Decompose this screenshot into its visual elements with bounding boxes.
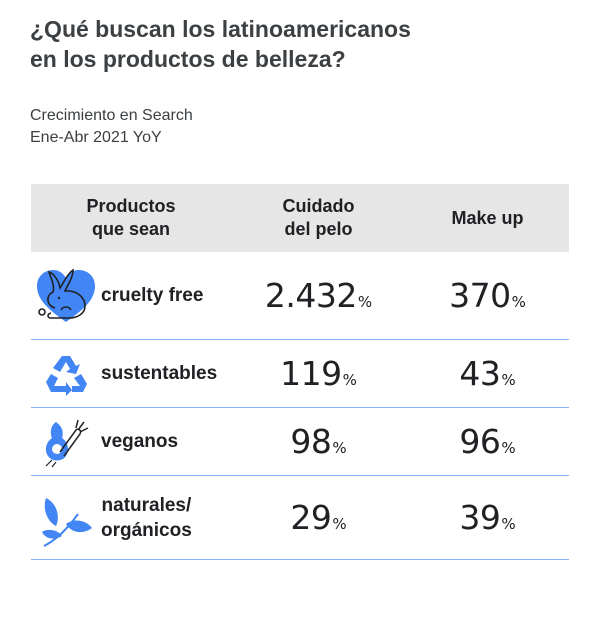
category-cell: naturales/ orgánicos [31,488,231,548]
value-unit: % [332,515,347,533]
table-row: sustentables 119% 43% [31,340,569,408]
value-make-up: 43% [406,354,569,393]
table-row: veganos 98% 96% [31,408,569,476]
value-number: 29 [290,498,332,537]
header-productos-label: Productos que sean [86,196,176,239]
value-number: 96 [459,422,501,461]
category-label: veganos [101,431,179,452]
chart-title: ¿Qué buscan los latinoamericanos en los … [30,14,570,74]
value-unit: % [342,371,357,389]
header-cuidado-label: Cuidado del pelo [282,196,355,239]
value-cuidado-del-pelo: 29% [231,498,406,537]
value-number: 370 [449,276,511,315]
value-number: 119 [280,354,342,393]
chart-subtitle: Crecimiento en Search Ene-Abr 2021 YoY [30,105,193,149]
chart-title-line-1: ¿Qué buscan los latinoamericanos [30,16,411,42]
value-cuidado-del-pelo: 98% [231,422,406,461]
leaf-branch-icon [31,488,101,548]
value-make-up: 370% [406,276,569,315]
header-make-up-label: Make up [451,207,524,228]
table-row: cruelty free 2.432% 370% [31,252,569,340]
category-label: cruelty free [101,285,204,306]
value-unit: % [501,515,516,533]
value-number: 39 [459,498,501,537]
value-unit: % [357,293,373,311]
category-label: sustentables [101,363,218,384]
chart-subtitle-line-1: Crecimiento en Search [30,107,193,124]
value-number: 98 [290,422,332,461]
value-cuidado-del-pelo: 119% [231,354,406,393]
value-unit: % [332,439,347,457]
value-unit: % [501,439,516,457]
table-row: naturales/ orgánicos 29% 39% [31,476,569,560]
header-productos: Productos que sean [31,195,231,241]
value-unit: % [501,371,516,389]
value-number: 2.432 [264,276,357,315]
value-make-up: 39% [406,498,569,537]
value-cuidado-del-pelo: 2.432% [231,276,406,315]
value-unit: % [511,293,526,311]
growth-table: Productos que sean Cuidado del pelo Make… [31,184,569,560]
header-make-up: Make up [406,207,569,230]
category-label: naturales/ orgánicos [101,494,192,541]
value-make-up: 96% [406,422,569,461]
chart-title-line-2: en los productos de belleza? [30,46,346,72]
avocado-carrot-icon [31,412,101,472]
table-header: Productos que sean Cuidado del pelo Make… [31,184,569,252]
heart-rabbit-icon [31,266,101,326]
category-cell: cruelty free [31,266,231,326]
category-cell: veganos [31,412,231,472]
chart-subtitle-line-2: Ene-Abr 2021 YoY [30,129,162,146]
value-number: 43 [459,354,501,393]
category-cell: sustentables [31,344,231,404]
header-cuidado-del-pelo: Cuidado del pelo [231,195,406,241]
recycle-icon [31,344,101,404]
